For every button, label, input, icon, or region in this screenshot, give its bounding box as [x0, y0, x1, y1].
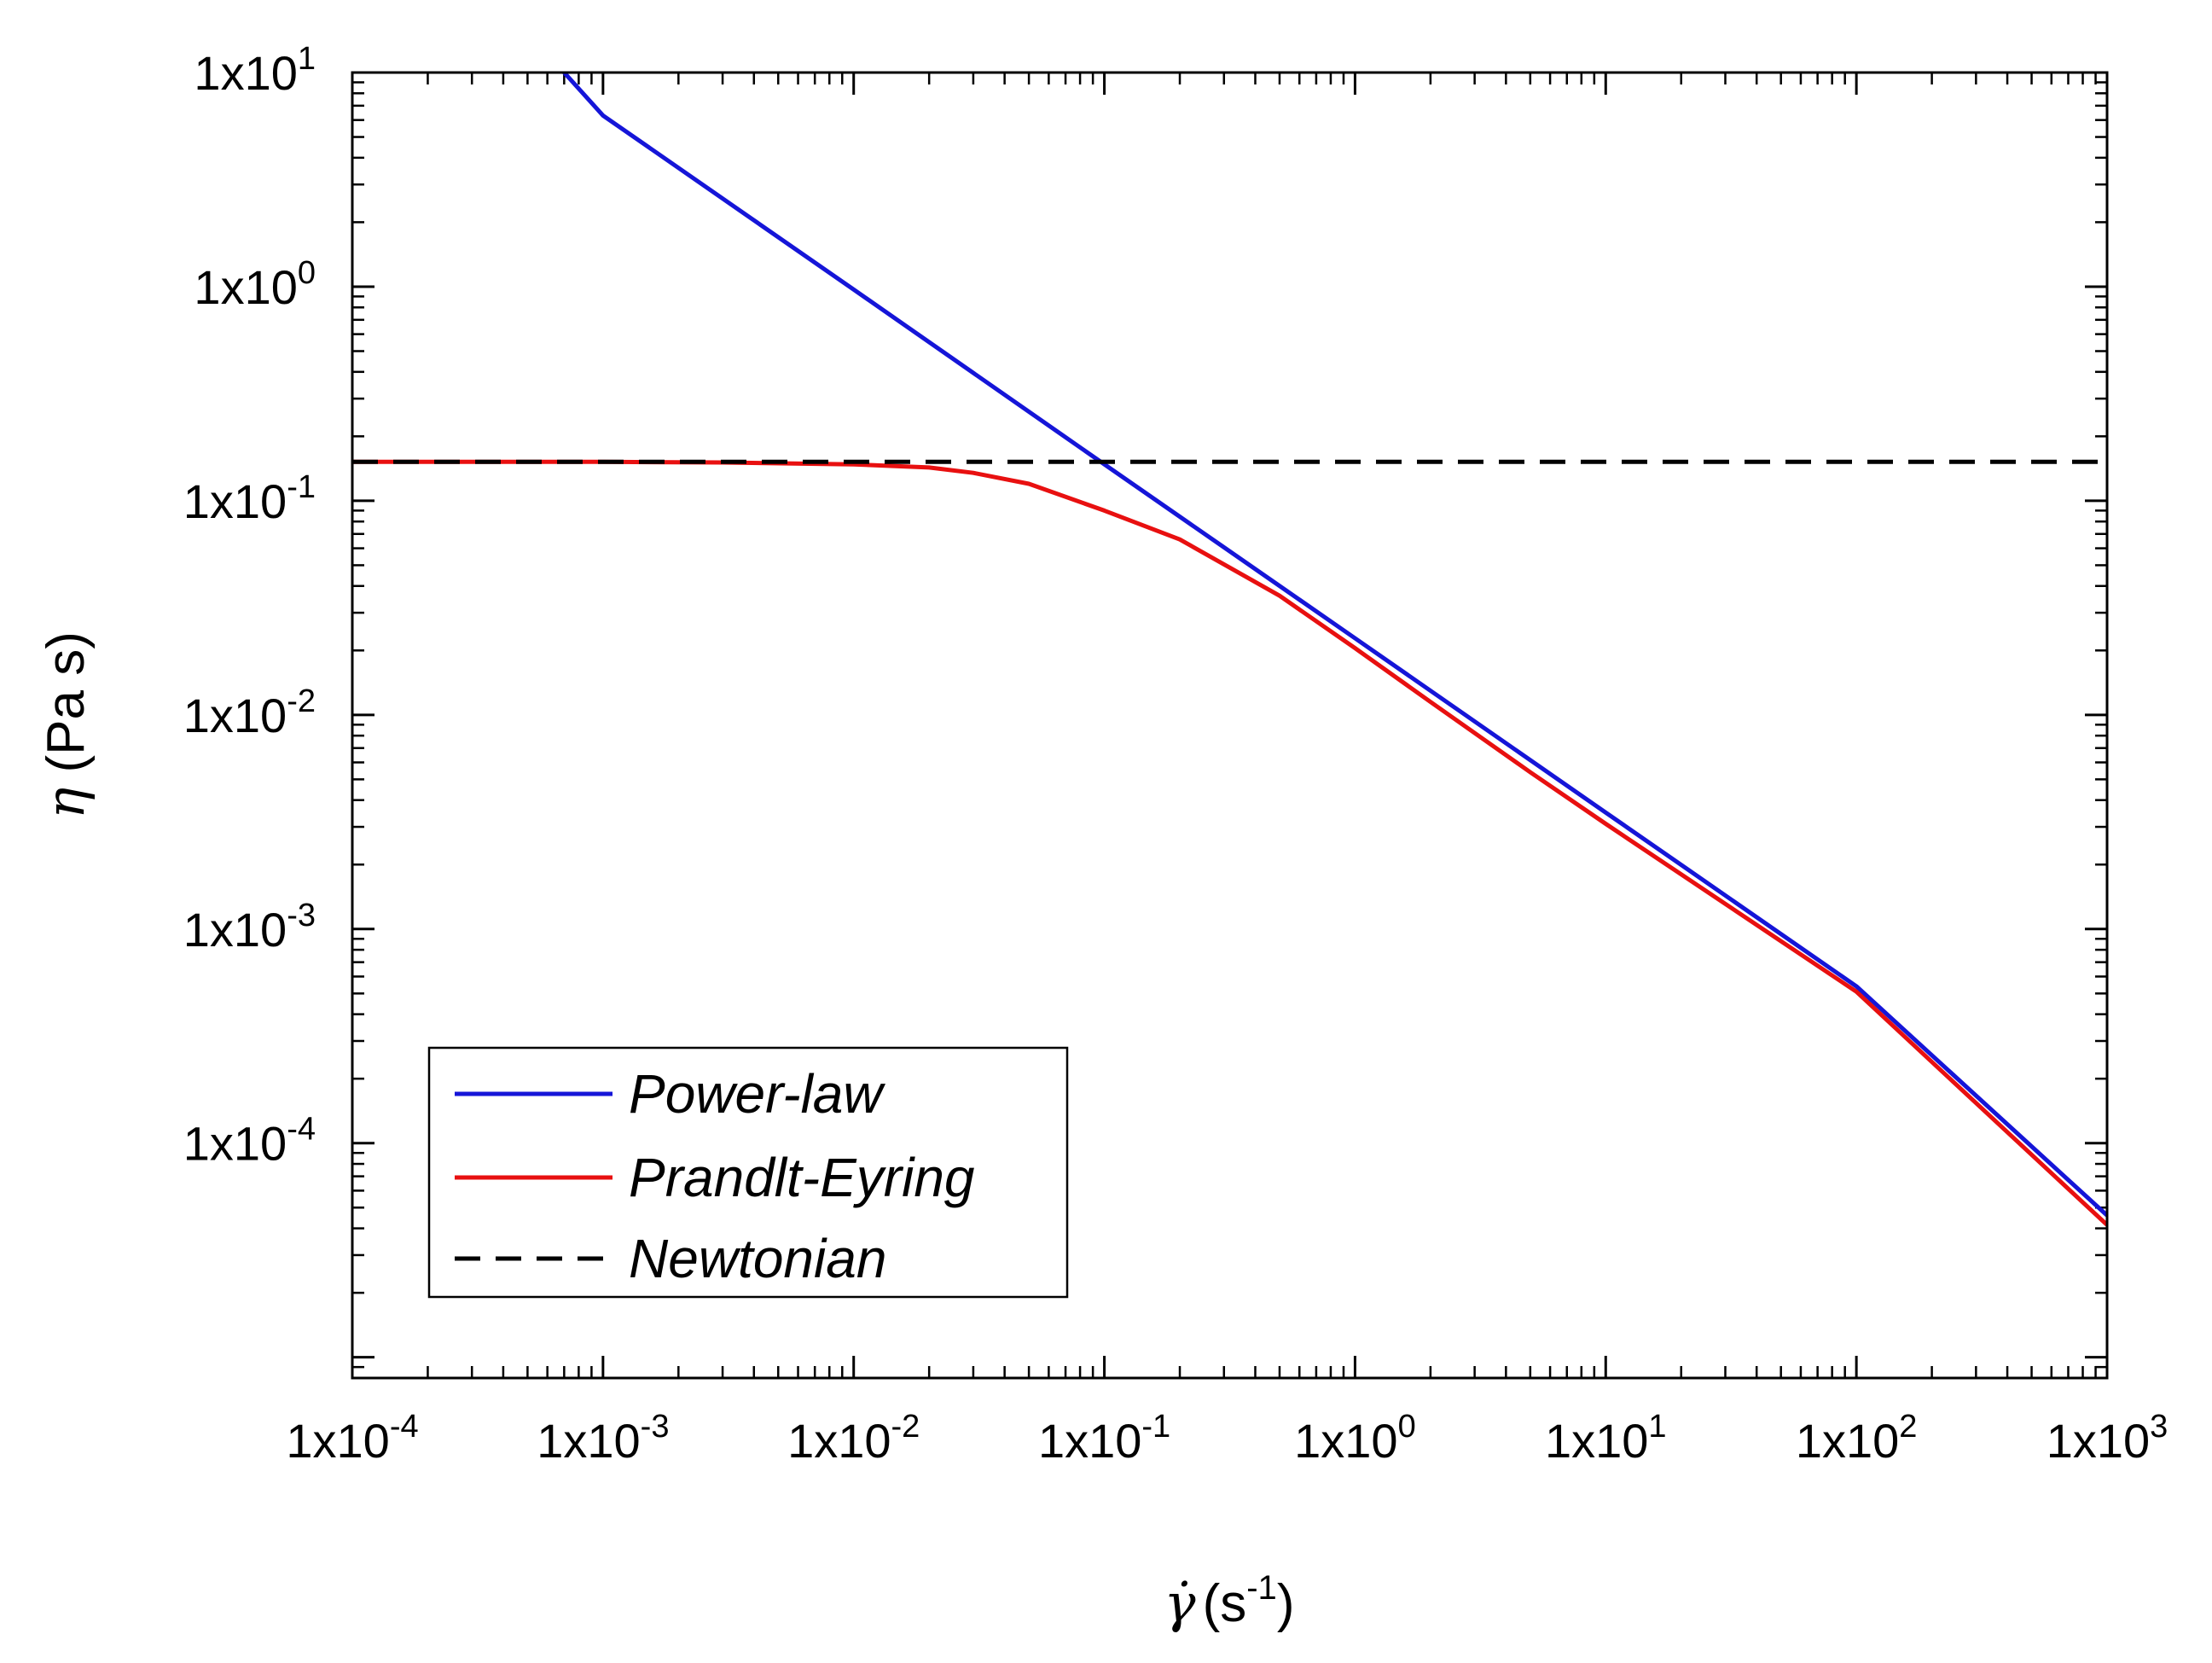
x-tick-label: 1x10-2: [787, 1409, 920, 1468]
legend-entry-power-law: Power-law: [455, 1063, 885, 1125]
x-axis-unit: (s: [1203, 1574, 1247, 1633]
y-tick-label: 1x101: [194, 41, 316, 100]
x-tick-label: 1x103: [2047, 1409, 2168, 1468]
x-tick-label: 1x101: [1545, 1409, 1667, 1468]
legend-label-power-law: Power-law: [629, 1063, 885, 1125]
series-line-power-law: [562, 73, 2107, 1218]
x-tick-label: 1x10-1: [1038, 1409, 1170, 1468]
legend-entry-prandlt-eyring: Prandlt-Eyring: [455, 1147, 975, 1208]
y-axis-unit: (Pa s): [37, 631, 96, 788]
x-tick-label: 1x100: [1294, 1409, 1416, 1468]
x-axis-unit-exponent: -1: [1246, 1569, 1277, 1607]
x-axis-symbol: γ̇: [1164, 1572, 1197, 1634]
legend-label-newtonian: Newtonian: [629, 1228, 886, 1289]
series-line-prandlt-eyring: [352, 459, 2107, 1227]
y-tick-label: 1x10-2: [183, 683, 316, 742]
x-axis-unit-close: ): [1277, 1574, 1295, 1633]
axis-ticks: [351, 71, 2109, 1380]
legend-entry-newtonian: Newtonian: [455, 1228, 886, 1289]
x-tick-label: 1x102: [1796, 1409, 1918, 1468]
y-axis-symbol: η: [34, 788, 96, 819]
y-axis-label: η (Pa s): [34, 631, 96, 819]
series-layer: [352, 73, 2107, 1227]
x-tick-label: 1x10-4: [286, 1409, 418, 1468]
plot-frame: [351, 71, 2109, 1380]
y-tick-labels: 1x10-4 1x10-3 1x10-2 1x10-1 1x100 1x101: [183, 41, 316, 1171]
y-tick-label: 1x100: [194, 255, 316, 314]
y-tick-label: 1x10-3: [183, 898, 316, 957]
legend: Power-law Prandlt-Eyring Newtonian: [427, 1046, 1069, 1299]
legend-label-prandlt-eyring: Prandlt-Eyring: [629, 1147, 975, 1208]
x-tick-labels: 1x10-4 1x10-3 1x10-2 1x10-1 1x100 1x101 1x102 1…: [286, 1409, 2168, 1468]
x-axis-label: γ̇ (s-1): [1164, 1569, 1295, 1634]
y-tick-label: 1x10-4: [183, 1112, 316, 1171]
y-tick-label: 1x10-1: [183, 469, 316, 528]
legend-box: [427, 1046, 1069, 1299]
x-tick-label: 1x10-3: [537, 1409, 669, 1468]
